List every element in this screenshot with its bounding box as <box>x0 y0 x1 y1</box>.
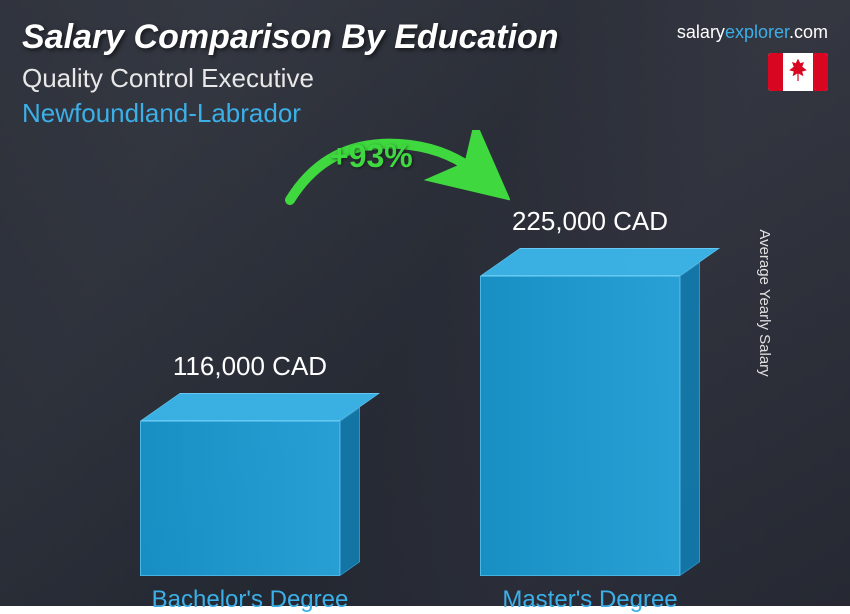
bar-front <box>140 421 340 576</box>
bar-category-label: Bachelor's Degree <box>130 586 370 614</box>
bar-side <box>340 407 360 576</box>
chart-area: 116,000 CADBachelor's Degree225,000 CADM… <box>60 170 770 576</box>
bar: 225,000 CAD <box>480 276 680 576</box>
bar-category-label: Master's Degree <box>470 586 710 614</box>
bar-side <box>680 262 700 576</box>
brand-suffix: .com <box>789 22 828 42</box>
brand-block: salaryexplorer.com <box>677 22 828 91</box>
bar-value-label: 225,000 CAD <box>470 206 710 237</box>
infographic-container: Salary Comparison By Education Quality C… <box>0 0 850 606</box>
brand-name: salaryexplorer.com <box>677 22 828 43</box>
chart-location: Newfoundland-Labrador <box>22 98 828 129</box>
brand-prefix: salary <box>677 22 725 42</box>
canada-flag-icon <box>768 53 828 91</box>
bar-front <box>480 276 680 576</box>
bar-value-label: 116,000 CAD <box>130 351 370 382</box>
bar: 116,000 CAD <box>140 421 340 576</box>
brand-accent: explorer <box>725 22 789 42</box>
